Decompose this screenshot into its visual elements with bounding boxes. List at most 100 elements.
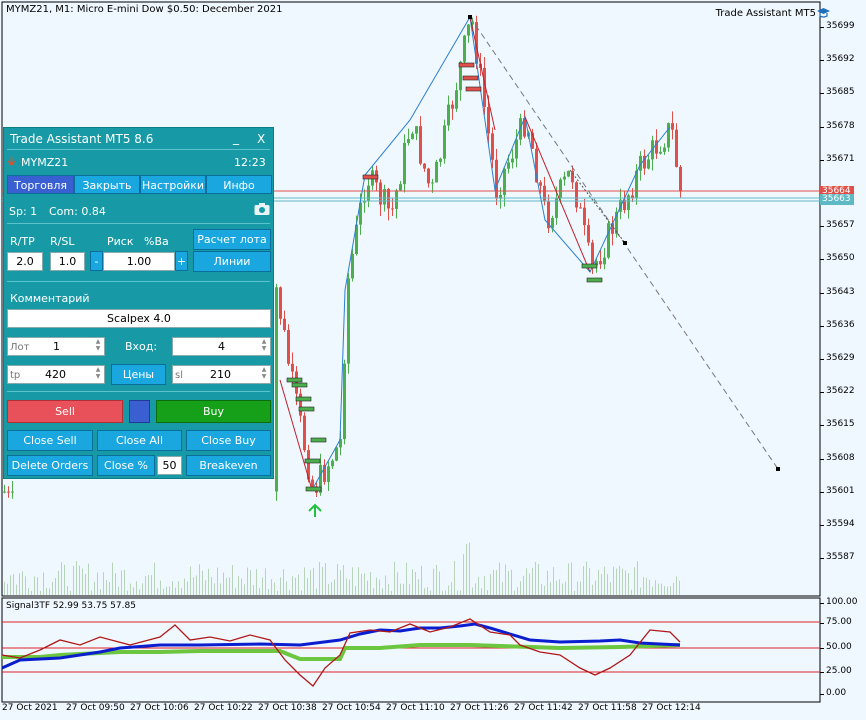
close-all-button[interactable]: Close All — [97, 430, 182, 451]
risk-plus-button[interactable]: + — [175, 251, 188, 271]
price-tick: 35608 — [820, 453, 866, 463]
candle-body — [391, 208, 394, 210]
bid-price-label: 35664 — [820, 186, 854, 197]
volume-bar — [664, 586, 665, 595]
volume-bar — [469, 542, 470, 595]
volume-bar — [586, 561, 587, 595]
candle-body — [607, 223, 610, 258]
breakeven-button[interactable]: Breakeven — [186, 455, 271, 476]
close-button[interactable]: X — [257, 132, 266, 146]
candle-body — [331, 460, 334, 467]
volume-bar — [646, 577, 647, 595]
tab-close[interactable]: Закрыть — [74, 175, 140, 194]
comment-input[interactable]: Scalpex 4.0 — [7, 309, 271, 328]
volume-bar — [463, 554, 464, 595]
volume-bar — [409, 583, 410, 595]
sl-value: 210 — [210, 368, 231, 381]
candle-body — [475, 22, 478, 64]
volume-bar — [175, 587, 176, 595]
candle-body — [299, 393, 302, 416]
ask-price-label: 35663 — [820, 194, 854, 205]
volume-bar — [256, 569, 257, 595]
candle-body — [435, 161, 438, 183]
volume-bar — [607, 574, 608, 595]
volume-bar — [457, 590, 458, 595]
volume-bar — [49, 588, 50, 595]
risk-minus-button[interactable]: - — [90, 251, 103, 271]
volume-bar — [124, 569, 125, 595]
candle-body — [367, 185, 370, 201]
volume-bar — [394, 561, 395, 595]
candle-body — [283, 318, 286, 331]
volume-bar — [91, 590, 92, 595]
candle-body — [611, 223, 614, 234]
volume-bar — [373, 588, 374, 595]
price-tick: 35685 — [820, 87, 866, 97]
lot-input[interactable]: Лот 1 ▲ ▼ — [7, 337, 105, 356]
time-tick: 27 Oct 10:06 — [130, 703, 189, 713]
prices-button[interactable]: Цены — [111, 364, 166, 385]
volume-bar — [244, 584, 245, 595]
price-tick: 35629 — [820, 353, 866, 363]
delete-orders-button[interactable]: Delete Orders — [7, 455, 93, 476]
volume-bar — [103, 572, 104, 595]
candle-body — [623, 199, 626, 211]
volume-bar — [19, 573, 20, 595]
tab-trade[interactable]: Торговля — [7, 175, 74, 194]
volume-bar — [241, 578, 242, 595]
candle-body — [667, 123, 670, 148]
minimize-button[interactable]: _ — [233, 131, 239, 145]
order-marker — [458, 62, 475, 68]
camera-icon[interactable] — [254, 202, 270, 216]
candle-body — [603, 257, 606, 265]
volume-bar — [379, 579, 380, 595]
volume-bar — [376, 577, 377, 595]
order-type-toggle[interactable] — [129, 400, 150, 423]
sl-spin-icon[interactable]: ▲ ▼ — [261, 366, 267, 380]
price-tick: 35699 — [820, 21, 866, 31]
volume-bar — [580, 581, 581, 595]
volume-bar — [298, 574, 299, 595]
time-tick: 27 Oct 10:22 — [194, 703, 253, 713]
buy-button[interactable]: Buy — [156, 400, 271, 423]
tab-info[interactable]: Инфо — [206, 175, 272, 194]
volume-bar — [109, 582, 110, 595]
close-percent-input[interactable]: 50 — [157, 456, 182, 475]
price-tick: 35622 — [820, 386, 866, 396]
rtp-input[interactable]: 2.0 — [7, 252, 43, 271]
candle-body — [463, 35, 466, 62]
entry-input[interactable]: 4 ▲ ▼ — [172, 337, 271, 356]
close-buy-button[interactable]: Close Buy — [186, 430, 271, 451]
rsl-input[interactable]: 1.0 — [50, 252, 85, 271]
sl-input[interactable]: sl 210 ▲ ▼ — [172, 365, 271, 384]
tp-input[interactable]: tp 420 ▲ ▼ — [7, 365, 105, 384]
volume-bar — [253, 584, 254, 595]
volume-bar — [322, 567, 323, 595]
candle-body — [307, 450, 310, 480]
lot-spin-icon[interactable]: ▲ ▼ — [95, 338, 101, 352]
volume-bar — [238, 576, 239, 595]
volume-bar — [46, 588, 47, 595]
price-tick: 35671 — [820, 154, 866, 164]
sell-button[interactable]: Sell — [7, 400, 123, 423]
close-percent-button[interactable]: Close % — [97, 455, 155, 476]
graduation-cap-icon — [817, 8, 830, 18]
order-marker — [462, 75, 479, 81]
close-sell-button[interactable]: Close Sell — [7, 430, 93, 451]
volume-bar — [325, 563, 326, 595]
candle-body — [647, 159, 650, 169]
lines-button[interactable]: Линии — [193, 251, 271, 272]
tp-spin-icon[interactable]: ▲ ▼ — [95, 366, 101, 380]
volume-bar — [97, 572, 98, 595]
volume-bar — [283, 569, 284, 595]
volume-bar — [400, 583, 401, 595]
risk-input[interactable]: 1.00 — [103, 252, 175, 271]
tab-settings[interactable]: Настройки — [140, 175, 206, 194]
volume-bar — [358, 567, 359, 595]
trade-assistant-panel[interactable]: Trade Assistant MT5 8.6 _ X MYMZ21 12:23… — [3, 127, 274, 479]
entry-spin-icon[interactable]: ▲ ▼ — [261, 338, 267, 352]
lot-calc-button[interactable]: Расчет лота — [193, 229, 271, 250]
price-tick: 35615 — [820, 419, 866, 429]
candle-body — [447, 104, 450, 126]
